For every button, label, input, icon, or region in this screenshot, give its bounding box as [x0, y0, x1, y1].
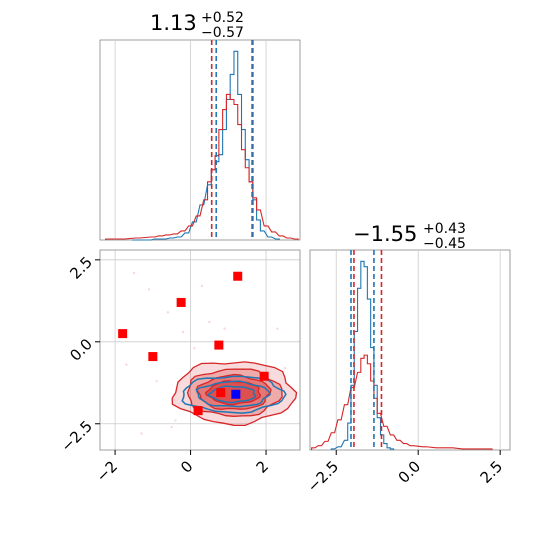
joint-contour-plot: −2 0 2 −2.5 0.0 2.5: [58, 249, 301, 486]
panel-frame: [99, 39, 301, 241]
right-title-lower: −0.45: [423, 236, 466, 252]
blue-contour-level: [207, 385, 257, 404]
sample-point: [132, 271, 136, 275]
sample-point: [125, 363, 128, 366]
sample-point: [208, 320, 211, 324]
panel-background: [100, 250, 300, 450]
red-square-marker: [214, 340, 224, 350]
top-title-value: 1.13: [150, 11, 197, 35]
blue-contour-level: [181, 375, 287, 414]
y-tick-label: 0.0: [66, 335, 96, 365]
panel-frame: [99, 249, 301, 451]
x-tick-label: −2: [93, 457, 121, 485]
sample-point: [200, 284, 204, 288]
sample-point: [181, 330, 185, 334]
red-square-marker: [176, 297, 186, 307]
sample-point: [223, 327, 226, 330]
sample-point: [155, 379, 158, 383]
x-tick-label: 2: [253, 457, 272, 476]
sample-point: [166, 311, 170, 314]
top-title-lower: −0.57: [201, 25, 244, 41]
red-square-marker: [148, 352, 158, 362]
right-title-upper: +0.43: [423, 221, 466, 237]
x-tick-label: −2.5: [304, 457, 342, 495]
x-tick-label: 0.0: [395, 457, 425, 487]
red-square-marker: [259, 371, 269, 381]
sample-point: [283, 366, 287, 370]
sample-point: [140, 432, 143, 435]
marginal-histogram-y: −2.5 0.0 2.5: [304, 249, 511, 496]
red-square-marker: [216, 388, 226, 398]
y-tick-label: 2.5: [66, 253, 96, 283]
histogram-red: [105, 93, 299, 240]
marginal-histogram-x: [99, 39, 301, 241]
histogram-red: [311, 354, 493, 450]
red-square-marker: [118, 329, 128, 339]
sample-point: [147, 288, 151, 291]
sample-point: [276, 327, 279, 330]
red-square-marker: [233, 271, 243, 281]
sample-point: [193, 347, 196, 350]
top-title-upper: +0.52: [201, 10, 244, 26]
y-tick-label: −2.5: [58, 417, 96, 455]
sample-point: [174, 419, 177, 422]
blue-contour-level: [195, 380, 272, 408]
x-tick-label: 0: [177, 457, 196, 476]
histogram-blue: [330, 260, 395, 450]
sample-point: [170, 425, 173, 429]
x-tick-label: 2.5: [477, 457, 507, 487]
panel-frame: [309, 249, 511, 451]
red-square-marker: [193, 406, 203, 416]
blue-square-marker: [231, 389, 241, 399]
right-title-value: −1.55: [353, 222, 417, 246]
